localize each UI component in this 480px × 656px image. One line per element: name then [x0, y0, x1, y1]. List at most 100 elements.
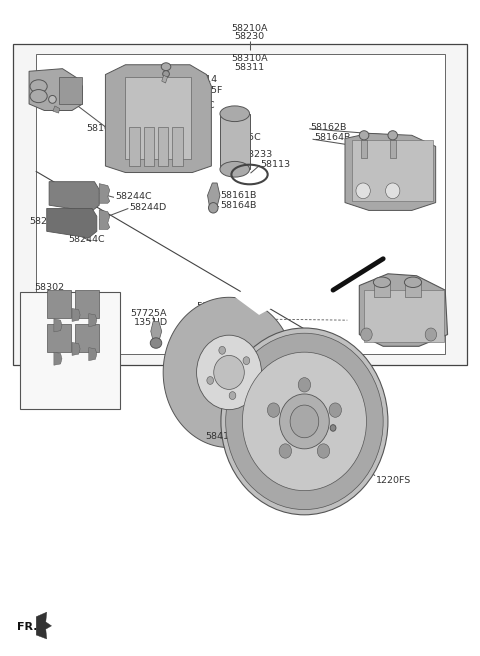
Polygon shape — [390, 140, 396, 158]
Text: 58164B: 58164B — [314, 133, 350, 142]
Bar — [13, 44, 467, 365]
Polygon shape — [373, 282, 390, 297]
Polygon shape — [345, 133, 436, 211]
Text: 58244: 58244 — [196, 311, 226, 320]
Polygon shape — [36, 612, 51, 639]
Ellipse shape — [221, 328, 388, 515]
Text: 58311: 58311 — [235, 63, 264, 72]
Text: 58161B: 58161B — [220, 191, 256, 200]
Polygon shape — [47, 209, 97, 238]
Polygon shape — [144, 127, 154, 166]
Text: FR.: FR. — [17, 621, 37, 632]
Polygon shape — [125, 77, 192, 159]
Polygon shape — [99, 210, 110, 230]
Text: 58310A: 58310A — [231, 54, 268, 64]
Text: 58244D: 58244D — [29, 217, 66, 226]
Ellipse shape — [388, 131, 397, 140]
Polygon shape — [54, 319, 62, 332]
Polygon shape — [29, 69, 83, 110]
Polygon shape — [163, 297, 295, 447]
Ellipse shape — [267, 403, 280, 417]
Polygon shape — [75, 324, 99, 352]
Text: 58235C: 58235C — [225, 133, 262, 142]
Text: 58302: 58302 — [34, 283, 64, 292]
Polygon shape — [364, 290, 444, 342]
Polygon shape — [47, 324, 71, 352]
Ellipse shape — [361, 328, 372, 341]
Polygon shape — [235, 250, 307, 315]
Polygon shape — [106, 65, 211, 173]
Polygon shape — [75, 290, 99, 318]
Polygon shape — [129, 127, 140, 166]
Polygon shape — [361, 140, 367, 158]
Ellipse shape — [385, 183, 400, 199]
Bar — [36, 54, 445, 354]
Polygon shape — [158, 127, 168, 166]
Text: 58210A: 58210A — [231, 24, 268, 33]
Polygon shape — [360, 274, 447, 346]
Ellipse shape — [48, 96, 56, 103]
Polygon shape — [162, 75, 168, 83]
Ellipse shape — [163, 71, 169, 77]
Text: 57725A: 57725A — [130, 309, 167, 318]
Ellipse shape — [279, 444, 291, 458]
Text: 58314: 58314 — [188, 75, 217, 84]
Ellipse shape — [356, 183, 370, 199]
Ellipse shape — [229, 392, 236, 400]
Ellipse shape — [161, 63, 171, 71]
Ellipse shape — [280, 394, 329, 449]
Text: 58411D: 58411D — [205, 432, 243, 441]
Ellipse shape — [220, 106, 250, 121]
Text: 58244D: 58244D — [129, 203, 167, 212]
Text: 1220FS: 1220FS — [376, 476, 411, 485]
Ellipse shape — [208, 203, 218, 213]
Ellipse shape — [360, 131, 369, 140]
Ellipse shape — [330, 424, 336, 431]
Ellipse shape — [30, 90, 47, 102]
Ellipse shape — [219, 346, 226, 354]
Text: 58163B: 58163B — [86, 123, 123, 133]
Text: 58125F: 58125F — [188, 86, 223, 94]
Ellipse shape — [298, 378, 311, 392]
Text: 58233: 58233 — [242, 150, 273, 159]
Bar — [220, 113, 250, 169]
Polygon shape — [352, 140, 433, 201]
Polygon shape — [54, 352, 62, 365]
Ellipse shape — [373, 277, 391, 287]
Polygon shape — [53, 106, 60, 113]
Text: 58230: 58230 — [235, 32, 264, 41]
Ellipse shape — [207, 377, 214, 384]
Text: 58244C: 58244C — [68, 236, 105, 244]
Bar — [20, 292, 120, 409]
Ellipse shape — [290, 405, 319, 438]
Polygon shape — [72, 308, 80, 321]
Polygon shape — [151, 321, 162, 341]
Text: 58162B: 58162B — [311, 123, 347, 132]
Ellipse shape — [405, 277, 421, 287]
Polygon shape — [172, 127, 183, 166]
Polygon shape — [405, 282, 421, 297]
Ellipse shape — [214, 356, 244, 390]
Ellipse shape — [329, 403, 341, 417]
Text: 58125C: 58125C — [178, 101, 215, 110]
Text: 58243A: 58243A — [196, 302, 233, 311]
Text: 58113: 58113 — [261, 159, 291, 169]
Ellipse shape — [425, 328, 437, 341]
Polygon shape — [72, 342, 80, 356]
Ellipse shape — [243, 357, 250, 365]
Ellipse shape — [220, 161, 250, 177]
Polygon shape — [207, 183, 220, 207]
Ellipse shape — [317, 444, 330, 458]
Polygon shape — [59, 77, 82, 104]
Ellipse shape — [30, 80, 47, 93]
Text: 58164B: 58164B — [220, 201, 256, 210]
Ellipse shape — [150, 338, 162, 348]
Ellipse shape — [226, 333, 383, 510]
Ellipse shape — [197, 335, 262, 409]
Polygon shape — [89, 348, 97, 361]
Polygon shape — [99, 184, 110, 203]
Ellipse shape — [242, 352, 366, 491]
Polygon shape — [89, 314, 97, 327]
Text: 58244C: 58244C — [115, 192, 152, 201]
Polygon shape — [47, 290, 71, 318]
